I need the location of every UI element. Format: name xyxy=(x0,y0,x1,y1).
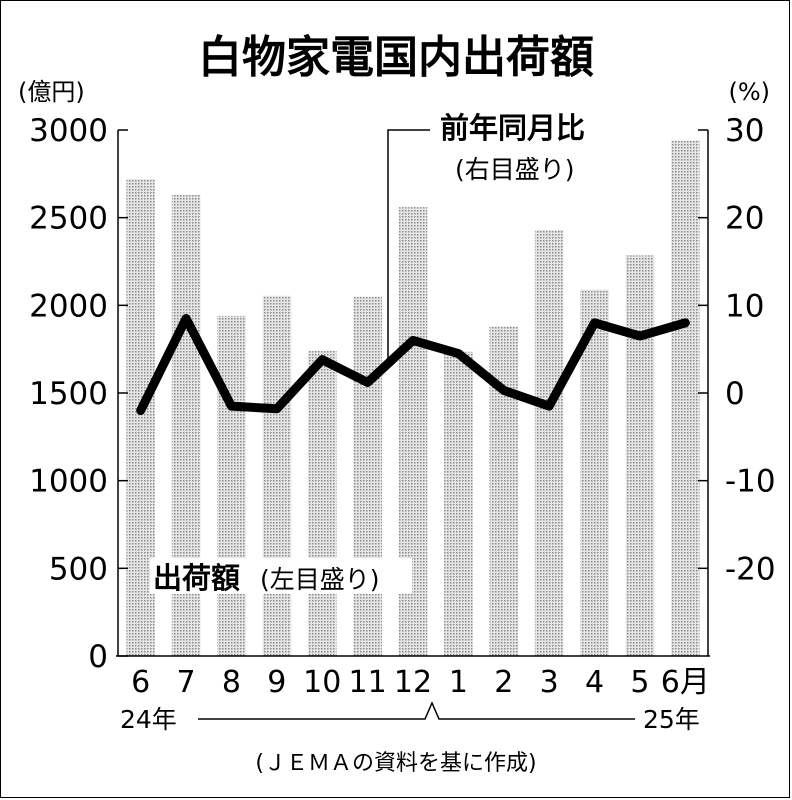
left-tick-label-6: 3000 xyxy=(29,113,108,149)
right-tick-label-4: 20 xyxy=(725,201,764,237)
x-tick-label-12: 6月 xyxy=(661,665,710,700)
bar-label-bg xyxy=(150,558,412,594)
left-tick-label-0: 0 xyxy=(88,639,108,675)
bar-7 xyxy=(444,351,473,656)
chart-title: 白物家電国内出荷額 xyxy=(198,32,594,83)
left-tick-label-5: 2500 xyxy=(29,201,108,237)
bar-5 xyxy=(353,296,382,656)
x-tick-label-0: 6 xyxy=(131,665,150,700)
left-axis-ticks: 0 500 1000 1500 2000 2500 3000 xyxy=(29,113,128,675)
x-tick-label-11: 5 xyxy=(630,665,649,700)
left-tick-label-4: 2000 xyxy=(29,288,108,324)
right-tick-label-1: -10 xyxy=(725,464,776,500)
x-tick-label-3: 9 xyxy=(267,665,286,700)
x-tick-label-5: 11 xyxy=(349,665,387,700)
left-tick-label-1: 500 xyxy=(49,551,108,587)
x-tick-label-7: 1 xyxy=(449,665,468,700)
line-label-leader xyxy=(387,129,430,363)
line-series-note: (右目盛り) xyxy=(455,155,575,184)
right-axis-ticks: -20 -10 0 10 20 30 xyxy=(698,113,776,587)
source-note: (ＪＥＭＡの資料を基に作成) xyxy=(255,751,536,776)
right-tick-label-2: 0 xyxy=(725,376,745,412)
left-tick-label-3: 1500 xyxy=(29,376,108,412)
bar-11 xyxy=(625,255,655,656)
bar-4 xyxy=(307,350,337,656)
x-tick-label-10: 4 xyxy=(585,665,604,700)
bar-10 xyxy=(580,289,609,656)
bar-12 xyxy=(671,140,700,656)
bar-series-note: (左目盛り) xyxy=(260,565,380,594)
x-tick-label-9: 3 xyxy=(540,665,559,700)
yoy-line xyxy=(136,313,690,416)
line-label-bg xyxy=(438,108,648,144)
x-tick-label-4: 10 xyxy=(303,665,341,700)
right-tick-label-5: 30 xyxy=(725,113,764,149)
year-bracket xyxy=(198,701,635,720)
left-axis-unit: (億円) xyxy=(18,78,85,106)
x-tick-label-8: 2 xyxy=(494,665,513,700)
x-tick-label-6: 12 xyxy=(394,665,432,700)
year-end-label: 25年 xyxy=(643,705,700,734)
right-axis-unit: (%) xyxy=(728,78,770,106)
x-tick-label-2: 8 xyxy=(222,665,241,700)
line-series-label: 前年同月比 xyxy=(440,111,585,145)
x-axis-ticks: 6 7 8 9 10 11 12 1 2 3 4 5 6月 xyxy=(131,665,710,700)
bar-8 xyxy=(489,326,519,656)
left-tick-label-2: 1000 xyxy=(29,464,108,500)
bar-3 xyxy=(262,295,292,656)
x-tick-label-1: 7 xyxy=(177,665,196,700)
bar-9 xyxy=(534,229,564,656)
year-start-label: 24年 xyxy=(120,705,177,734)
right-tick-label-3: 10 xyxy=(725,288,764,324)
bar-2 xyxy=(217,315,246,656)
bar-series-label: 出荷額 xyxy=(153,561,240,595)
right-tick-label-0: -20 xyxy=(725,551,776,587)
